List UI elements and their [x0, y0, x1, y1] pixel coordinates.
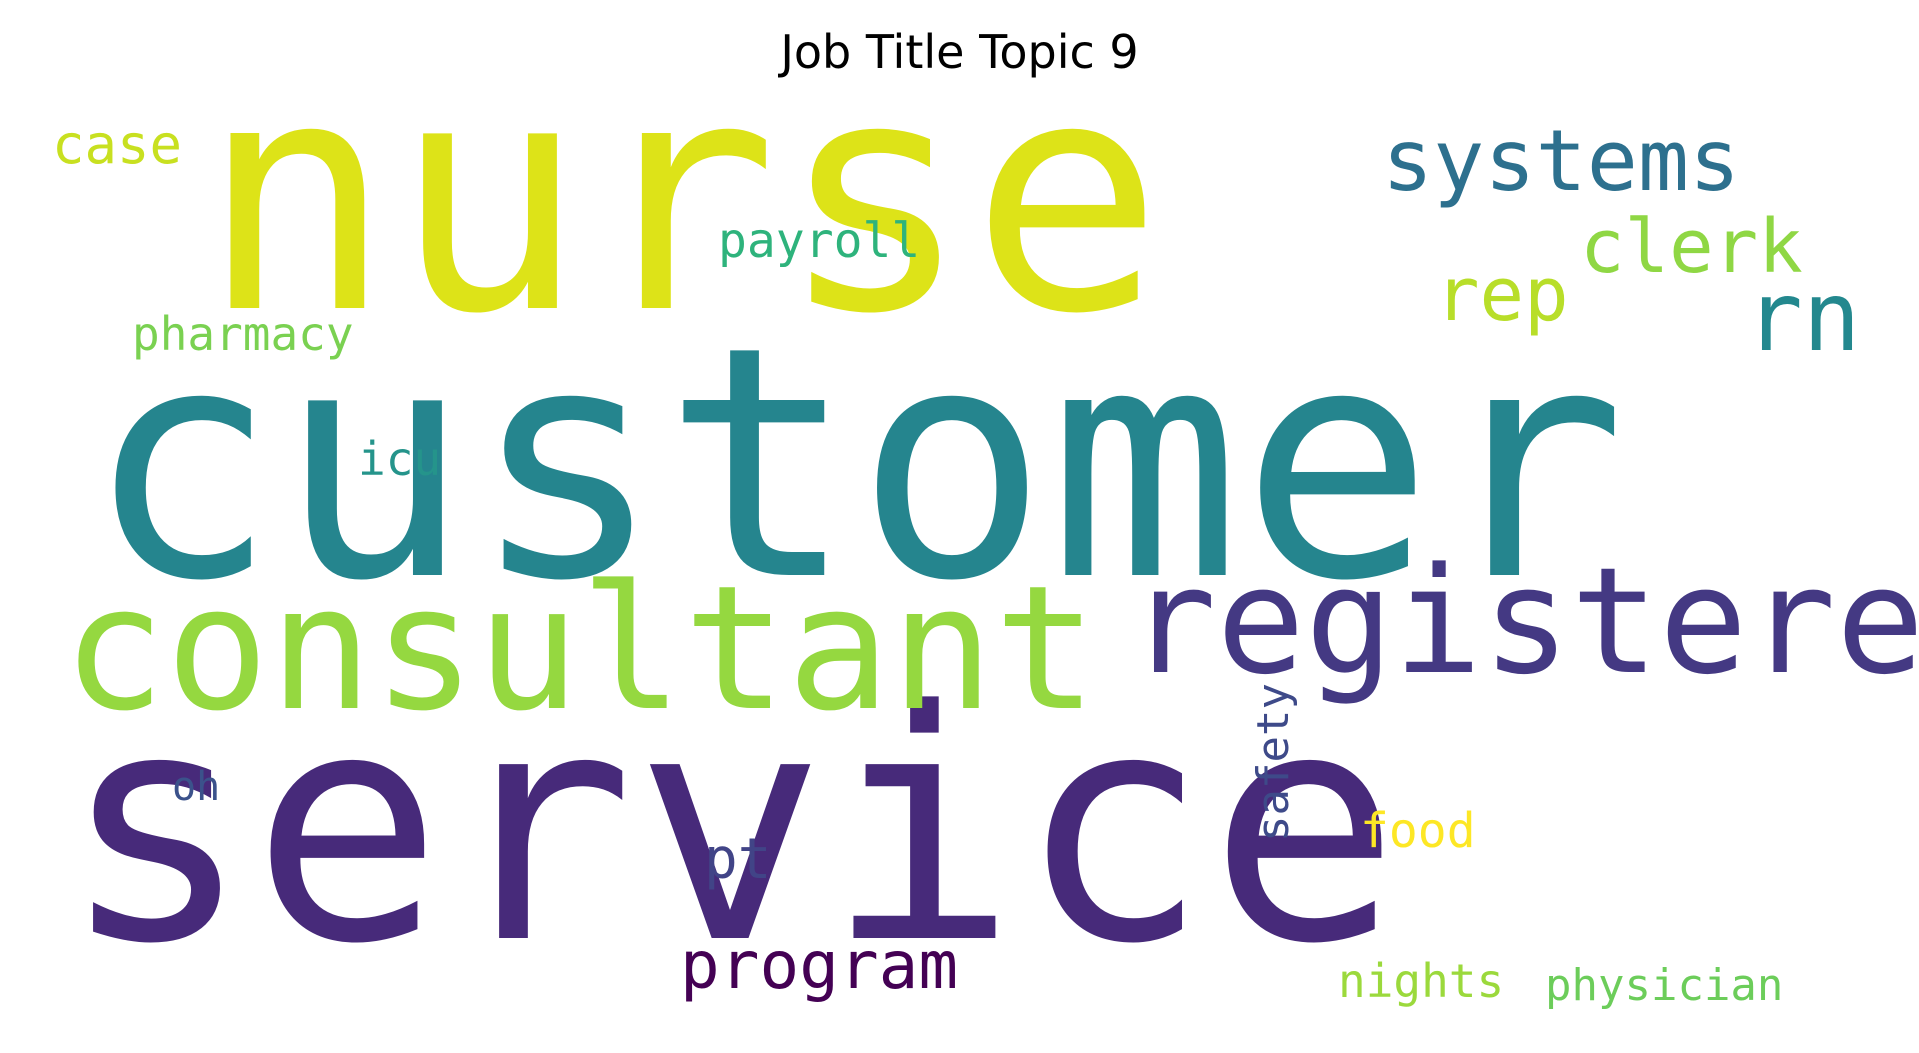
word-consultant: consultant — [62, 548, 1098, 749]
word-rn: rn — [1745, 261, 1861, 373]
word-registered: registered — [1128, 536, 1919, 707]
word-systems: systems — [1382, 112, 1740, 211]
chart-title: Job Title Topic 9 — [780, 25, 1139, 79]
word-safety: safety — [1248, 683, 1299, 842]
word-case: case — [52, 113, 182, 176]
word-program: program — [680, 927, 958, 1004]
word-payroll: payroll — [718, 213, 920, 269]
word-physician: physician — [1545, 960, 1783, 1011]
word-nights: nights — [1338, 954, 1504, 1008]
word-customer: customer — [85, 279, 1626, 651]
word-icu: icu — [358, 432, 441, 486]
word-rep: rep — [1435, 252, 1569, 338]
word-pharmacy: pharmacy — [132, 307, 354, 361]
word-food: food — [1360, 803, 1476, 859]
word-oh: oh — [172, 764, 220, 810]
word-clerk: clerk — [1580, 204, 1803, 290]
word-nurse: nurse — [200, 12, 1163, 384]
word-service: service — [60, 643, 1400, 1013]
word-pt: pt — [704, 827, 771, 892]
